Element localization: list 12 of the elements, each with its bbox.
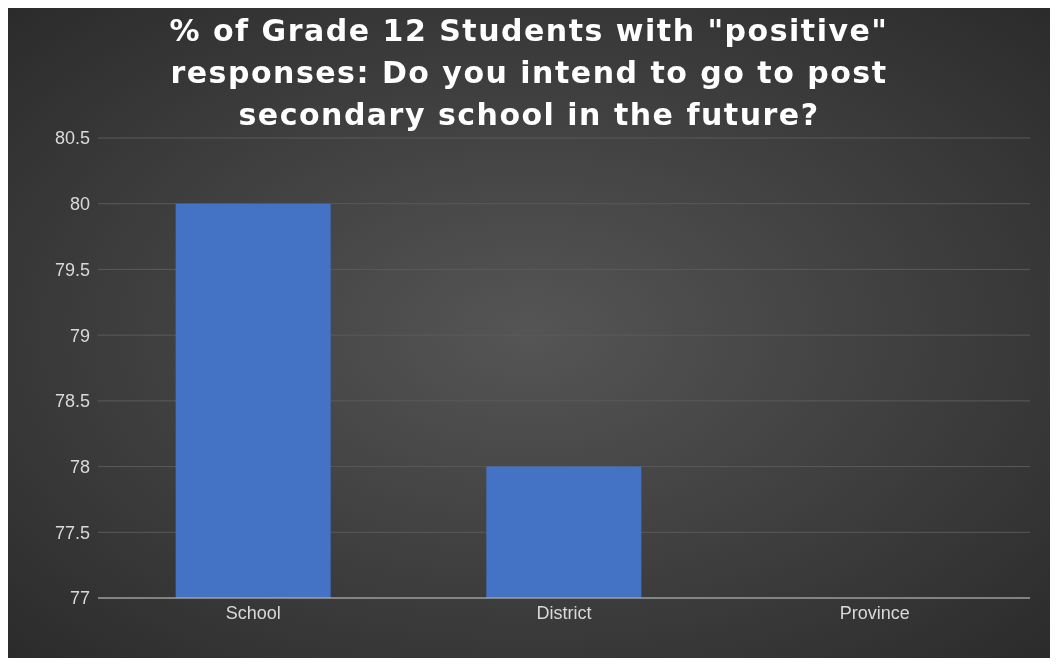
x-tick-label: Province — [839, 602, 910, 623]
y-tick-label: 77 — [69, 588, 90, 609]
y-tick-label: 79.5 — [54, 259, 90, 280]
y-tick-label: 80.5 — [54, 128, 90, 149]
chart-title: % of Grade 12 Students with "positive" responses: Do you intend to go to post secondary school in the future? — [168, 12, 890, 132]
y-tick-label: 78 — [69, 456, 90, 477]
x-tick-label: School — [225, 602, 281, 623]
y-tick-label: 78.5 — [54, 391, 90, 412]
y-tick-label: 77.5 — [54, 522, 90, 543]
x-tick-label: District — [536, 602, 592, 623]
y-tick-label: 79 — [69, 325, 90, 346]
y-tick-label: 80 — [69, 194, 90, 215]
